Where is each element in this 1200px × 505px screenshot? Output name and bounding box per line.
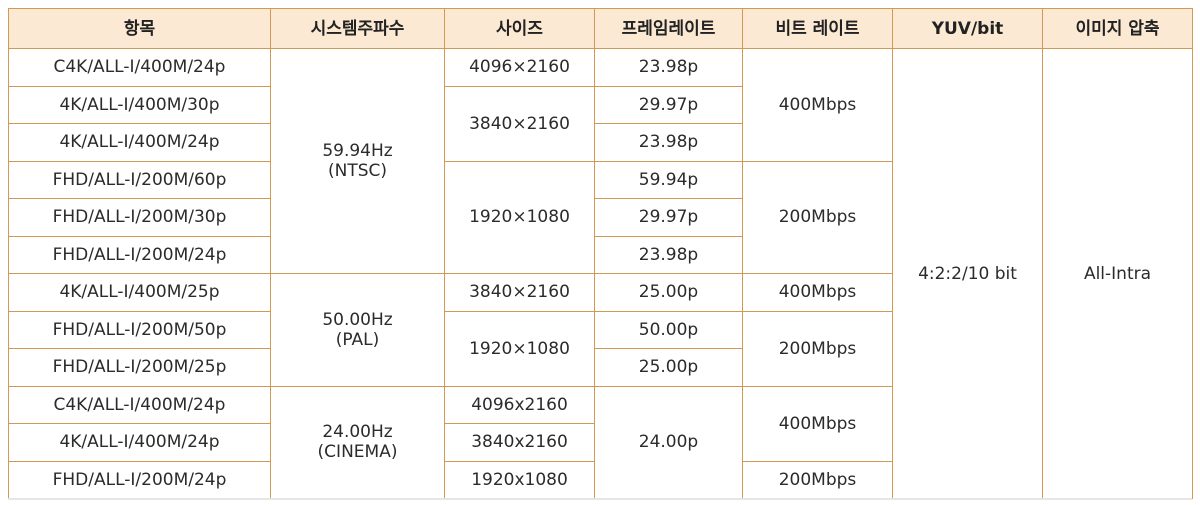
size-cell: 3840x2160 <box>444 423 595 462</box>
item-cell: FHD/ALL-I/200M/30p <box>8 198 271 237</box>
header-frame-rate: 프레임레이트 <box>594 8 743 49</box>
frame-rate-cell: 25.00p <box>594 348 743 387</box>
image-compression-cell: All-Intra <box>1042 48 1193 499</box>
table-row: C4K/ALL-I/400M/24p 24.00Hz (CINEMA) 4096… <box>8 385 1193 499</box>
item-cell: 4K/ALL-I/400M/24p <box>8 423 271 462</box>
header-image-compression: 이미지 압축 <box>1042 8 1193 49</box>
item-cell: 4K/ALL-I/400M/30p <box>8 85 271 124</box>
frame-rate-cell: 50.00p <box>594 310 743 349</box>
frame-rate-cell: 25.00p <box>594 273 743 312</box>
bit-rate-cell: 400Mbps <box>742 273 893 312</box>
frame-rate-cell: 24.00p <box>594 385 743 499</box>
bit-rate-cell: 200Mbps <box>742 460 893 499</box>
bit-rate-cell: 400Mbps <box>742 48 893 162</box>
header-size: 사이즈 <box>444 8 595 49</box>
spec-table: 항목 시스템주파수 사이즈 프레임레이트 비트 레이트 YUV/bit 이미지 … <box>8 8 1193 499</box>
size-cell: 3840×2160 <box>444 85 595 162</box>
item-cell: FHD/ALL-I/200M/50p <box>8 310 271 349</box>
size-cell: 1920×1080 <box>444 160 595 274</box>
item-cell: FHD/ALL-I/200M/24p <box>8 460 271 499</box>
bottom-divider <box>8 498 1192 500</box>
table-row: 4K/ALL-I/400M/25p 50.00Hz (PAL) 3840×216… <box>8 273 1193 387</box>
item-cell: FHD/ALL-I/200M/24p <box>8 235 271 274</box>
item-cell: C4K/ALL-I/400M/24p <box>8 48 271 87</box>
item-cell: 4K/ALL-I/400M/24p <box>8 123 271 162</box>
bit-rate-cell: 200Mbps <box>742 310 893 387</box>
table-row: FHD/ALL-I/200M/60p 1920×1080 59.94p 200M… <box>8 160 1193 274</box>
table-row: FHD/ALL-I/200M/24p 1920x1080 200Mbps <box>8 460 1193 499</box>
item-cell: 4K/ALL-I/400M/25p <box>8 273 271 312</box>
frequency-standard: (CINEMA) <box>317 442 398 463</box>
item-cell: FHD/ALL-I/200M/25p <box>8 348 271 387</box>
header-yuv-bit: YUV/bit <box>892 8 1043 49</box>
yuv-bit-cell: 4:2:2/10 bit <box>892 48 1043 499</box>
frame-rate-cell: 23.98p <box>594 235 743 274</box>
size-cell: 1920×1080 <box>444 310 595 387</box>
size-cell: 4096×2160 <box>444 48 595 87</box>
frequency-value: 50.00Hz <box>322 309 393 330</box>
frame-rate-cell: 29.97p <box>594 85 743 124</box>
frequency-standard: (NTSC) <box>327 161 388 181</box>
table-row: FHD/ALL-I/200M/24p 23.98p <box>8 235 1193 274</box>
header-bit-rate: 비트 레이트 <box>742 8 893 49</box>
frequency-value: 59.94Hz <box>322 141 393 161</box>
frame-rate-cell: 23.98p <box>594 48 743 87</box>
table-row: FHD/ALL-I/200M/25p 25.00p <box>8 348 1193 387</box>
item-cell: FHD/ALL-I/200M/60p <box>8 160 271 199</box>
table-row: FHD/ALL-I/200M/50p 1920×1080 50.00p 200M… <box>8 310 1193 387</box>
bit-rate-cell: 200Mbps <box>742 160 893 274</box>
frame-rate-cell: 23.98p <box>594 123 743 162</box>
size-cell: 3840×2160 <box>444 273 595 312</box>
size-cell: 4096x2160 <box>444 385 595 424</box>
header-system-frequency: 시스템주파수 <box>270 8 445 49</box>
table-row: C4K/ALL-I/400M/24p 59.94Hz (NTSC) 4096×2… <box>8 48 1193 499</box>
system-frequency-cell: 24.00Hz (CINEMA) <box>270 385 445 499</box>
table-row: 4K/ALL-I/400M/24p 3840x2160 <box>8 423 1193 462</box>
bit-rate-cell: 400Mbps <box>742 385 893 462</box>
frequency-standard: (PAL) <box>335 329 380 350</box>
system-frequency-cell: 50.00Hz (PAL) <box>270 273 445 387</box>
header-item: 항목 <box>8 8 271 49</box>
frame-rate-cell: 59.94p <box>594 160 743 199</box>
size-cell: 1920x1080 <box>444 460 595 499</box>
item-cell: C4K/ALL-I/400M/24p <box>8 385 271 424</box>
header-row: 항목 시스템주파수 사이즈 프레임레이트 비트 레이트 YUV/bit 이미지 … <box>8 8 1193 49</box>
table-row: FHD/ALL-I/200M/30p 29.97p <box>8 198 1193 237</box>
frequency-value: 24.00Hz <box>322 422 393 443</box>
frame-rate-cell: 29.97p <box>594 198 743 237</box>
system-frequency-cell: 59.94Hz (NTSC) <box>270 48 445 274</box>
table-row: 4K/ALL-I/400M/24p 23.98p <box>8 123 1193 162</box>
